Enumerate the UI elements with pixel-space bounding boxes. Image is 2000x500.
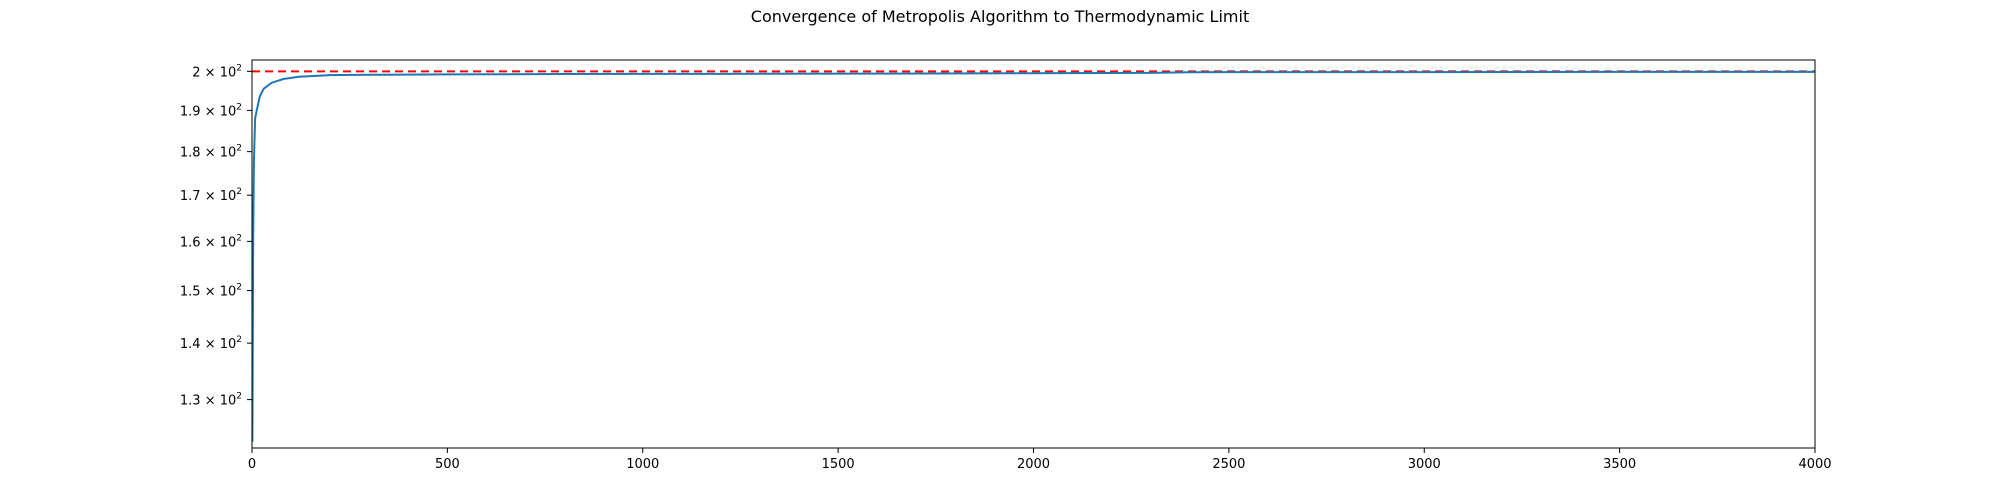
x-tick-label: 3000 <box>1408 457 1441 472</box>
plot-frame <box>251 59 1816 449</box>
x-tick-label: 1000 <box>626 457 659 472</box>
x-tick-label: 2000 <box>1017 457 1050 472</box>
y-axis: 2 × 102 1.9 × 102 1.8 × 102 1.7 × 102 1.6 × … <box>180 63 252 409</box>
x-tick-label: 2500 <box>1212 457 1245 472</box>
plot-area <box>252 70 1815 442</box>
x-tick-label: 3500 <box>1603 457 1636 472</box>
x-axis: 0 500 1000 1500 2000 2500 3000 3500 4000 <box>248 448 1832 472</box>
series-line-0 <box>252 70 1815 442</box>
y-tick-label: 1.3 × 102 <box>180 392 242 409</box>
y-tick-label: 1.4 × 102 <box>180 335 242 352</box>
chart-title: Convergence of Metropolis Algorithm to T… <box>751 7 1249 26</box>
x-tick-label: 1500 <box>822 457 855 472</box>
x-tick-label: 500 <box>435 457 460 472</box>
x-tick-label: 0 <box>248 457 256 472</box>
y-tick-label: 2 × 102 <box>192 63 242 80</box>
y-tick-label: 1.8 × 102 <box>180 144 242 161</box>
y-tick-label: 1.9 × 102 <box>180 102 242 119</box>
y-tick-label: 1.6 × 102 <box>180 233 242 250</box>
x-tick-label: 4000 <box>1798 457 1831 472</box>
y-tick-label: 1.5 × 102 <box>180 283 242 300</box>
y-tick-label: 1.7 × 102 <box>180 187 242 204</box>
